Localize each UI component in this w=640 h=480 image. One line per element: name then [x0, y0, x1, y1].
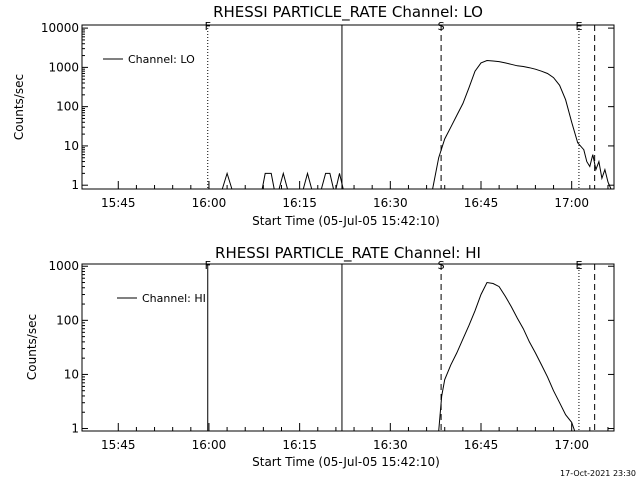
panel-hi-x-tick-label: 17:00 [554, 438, 589, 452]
panel-hi-x-tick-label: 16:30 [373, 438, 408, 452]
panel-hi-title: RHESSI PARTICLE_RATE Channel: HI [215, 244, 481, 263]
panel-lo-marker-flag: E [575, 20, 582, 33]
panel-lo-series-line [221, 59, 612, 190]
panel-hi-x-tick-label: 16:15 [282, 438, 317, 452]
panel-lo-x-tick-label: 16:15 [282, 196, 317, 210]
panel-hi-x-axis-label: Start Time (05-Jul-05 15:42:10) [252, 455, 440, 469]
panel-hi-y-tick-label: 1000 [48, 259, 79, 273]
panel-hi-plot-frame [81, 263, 615, 432]
panel-hi-y-tick-label: 1 [71, 422, 79, 436]
panel-lo-x-tick-label: 16:30 [373, 196, 408, 210]
generation-timestamp: 17-Oct-2021 23:30 [560, 469, 636, 478]
panel-hi-legend-label: Channel: HI [142, 292, 206, 305]
panel-lo-x-tick-label: 15:45 [101, 196, 136, 210]
panel-hi-y-tick-label: 10 [64, 367, 79, 381]
panel-lo-x-tick-label: 17:00 [554, 196, 589, 210]
panel-lo-y-axis-label: Counts/sec [12, 74, 26, 140]
panel-lo-marker-flag: S [438, 20, 445, 33]
panel-hi-series-line [438, 281, 576, 432]
panel-lo-y-tick-label: 10 [64, 139, 79, 153]
panel-lo-x-axis-label: Start Time (05-Jul-05 15:42:10) [252, 214, 440, 228]
panel-hi-x-ticks: 15:45 16:00 16:15 16:30 16:45 17:00 [101, 423, 609, 452]
panel-lo-y-tick-label: 100 [56, 100, 79, 114]
panel-hi-y-ticks: 1 10 100 1000 [48, 259, 614, 436]
panel-lo-x-ticks: 15:45 16:00 16:15 16:30 16:45 17:00 [101, 181, 609, 210]
panel-lo-title: RHESSI PARTICLE_RATE Channel: LO [213, 3, 483, 22]
panel-lo-y-tick-label: 10000 [41, 21, 79, 35]
panel-hi-y-tick-label: 100 [56, 313, 79, 327]
panel-lo-plot-frame [81, 24, 615, 190]
panel-lo-y-tick-label: 1000 [48, 60, 79, 74]
panel-lo: RHESSI PARTICLE_RATE Channel: LO F S E 1 10… [12, 3, 615, 228]
panel-lo-legend-label: Channel: LO [128, 53, 195, 66]
panel-hi-y-axis-label: Counts/sec [25, 314, 39, 380]
panel-hi: RHESSI PARTICLE_RATE Channel: HI F S E 1 10… [25, 244, 615, 469]
panel-hi-marker-flag: F [205, 259, 211, 272]
panel-lo-y-ticks: 1 10 100 1000 10000 [41, 21, 614, 192]
panel-hi-x-tick-label: 15:45 [101, 438, 136, 452]
panel-hi-marker-flag: E [575, 259, 582, 272]
panel-lo-x-tick-label: 16:45 [464, 196, 499, 210]
panel-hi-x-tick-label: 16:45 [464, 438, 499, 452]
panel-lo-y-tick-label: 1 [71, 178, 79, 192]
panel-hi-x-tick-label: 16:00 [192, 438, 227, 452]
panel-lo-marker-flag: F [205, 20, 211, 33]
panel-hi-marker-flag: S [438, 259, 445, 272]
panel-lo-x-tick-label: 16:00 [192, 196, 227, 210]
